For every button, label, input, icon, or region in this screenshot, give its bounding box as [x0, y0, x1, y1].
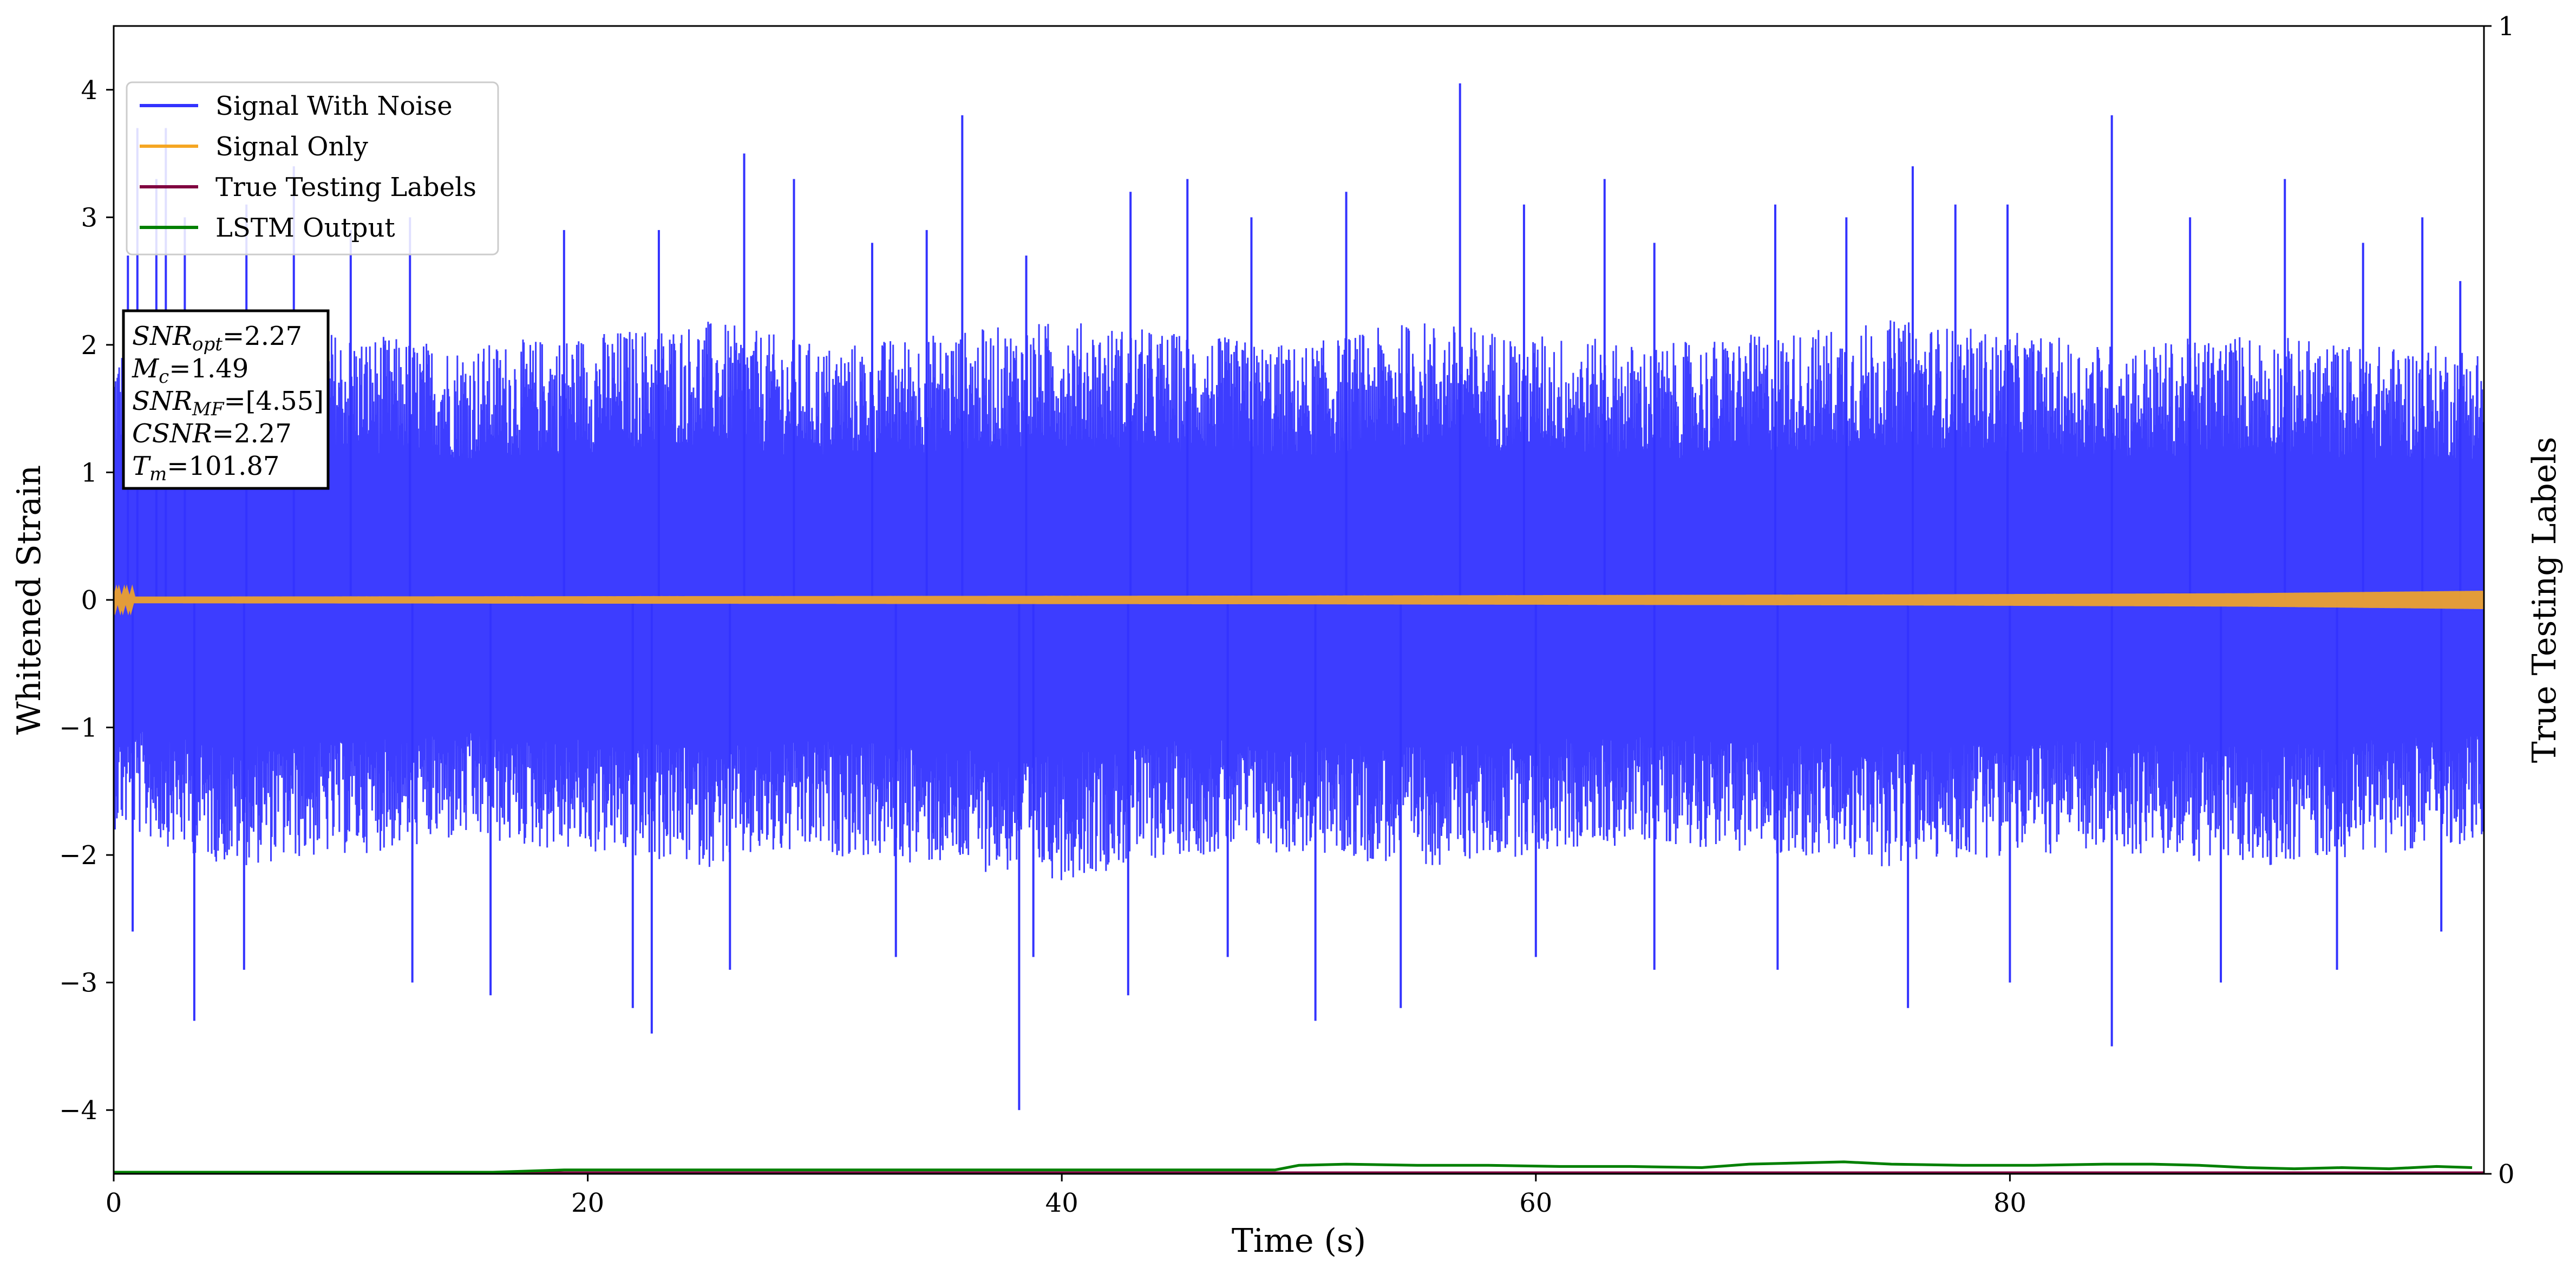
legend-label-signal-only: Signal Only: [215, 132, 368, 162]
y2-tick-label: 0: [2498, 1159, 2515, 1190]
y-tick-label: −2: [59, 840, 97, 871]
signal-with-noise-trace: [114, 320, 2484, 880]
lstm-output-series: [114, 1160, 2473, 1174]
signal-with-noise-series: [114, 83, 2484, 1110]
parameters-annotation: SNRopt=2.27Mc=1.49SNRMF=[4.55]CSNR=2.27T…: [122, 309, 330, 490]
y-tick-label: 0: [81, 585, 97, 616]
y-tick-label: −3: [59, 968, 97, 998]
signal-only-series: [114, 584, 2484, 616]
y-axis-title: Whitened Strain: [10, 465, 48, 735]
x-tick-label: 80: [1993, 1188, 2026, 1218]
legend-entry-lstm-output: LSTM Output: [140, 213, 395, 243]
y-tick-label: 4: [81, 75, 97, 106]
annotation-line: CSNR=2.27: [132, 419, 292, 449]
legend-box: [126, 81, 499, 256]
x-tick-label: 60: [1519, 1188, 1552, 1218]
legend-entry-signal-only: Signal Only: [140, 132, 368, 162]
x-tick-label: 0: [106, 1188, 122, 1218]
legend-label-lstm-output: LSTM Output: [215, 213, 395, 243]
annotation-line: Tm=101.87: [132, 451, 279, 485]
y2-axis-ticks: 01: [2484, 11, 2515, 1190]
legend-label-signal-with-noise: Signal With Noise: [215, 91, 453, 121]
signal-only-trace: [114, 584, 2484, 616]
y-tick-label: −4: [59, 1095, 97, 1126]
annotation-line: Mc=1.49: [132, 354, 249, 388]
y-tick-label: 3: [81, 202, 97, 233]
lstm-output-trace: [114, 1160, 2473, 1174]
x-tick-label: 40: [1045, 1188, 1078, 1218]
y2-tick-label: 1: [2498, 11, 2515, 42]
y-tick-label: 2: [81, 330, 97, 361]
y2-axis-title: True Testing Labels: [2526, 437, 2564, 763]
legend-label-true-testing-labels: True Testing Labels: [215, 172, 476, 202]
y-tick-label: −1: [59, 713, 97, 743]
legend-entry-signal-with-noise: Signal With Noise: [140, 91, 453, 121]
x-axis-title: Time (s): [1232, 1222, 1366, 1260]
annotation-box: [122, 309, 330, 490]
y-tick-label: 1: [81, 458, 97, 488]
annotation-line: SNRMF=[4.55]: [132, 386, 324, 420]
legend: Signal With Noise Signal Only True Testi…: [126, 81, 499, 256]
y-axis-ticks: −4 −3 −2 −1 0 1 2 3 4: [59, 75, 114, 1126]
legend-entry-true-testing-labels: True Testing Labels: [140, 172, 476, 202]
x-axis-ticks: 0 20 40 60 80: [106, 1174, 2026, 1218]
x-tick-label: 20: [571, 1188, 604, 1218]
annotation-line: SNRopt=2.27: [132, 321, 302, 355]
